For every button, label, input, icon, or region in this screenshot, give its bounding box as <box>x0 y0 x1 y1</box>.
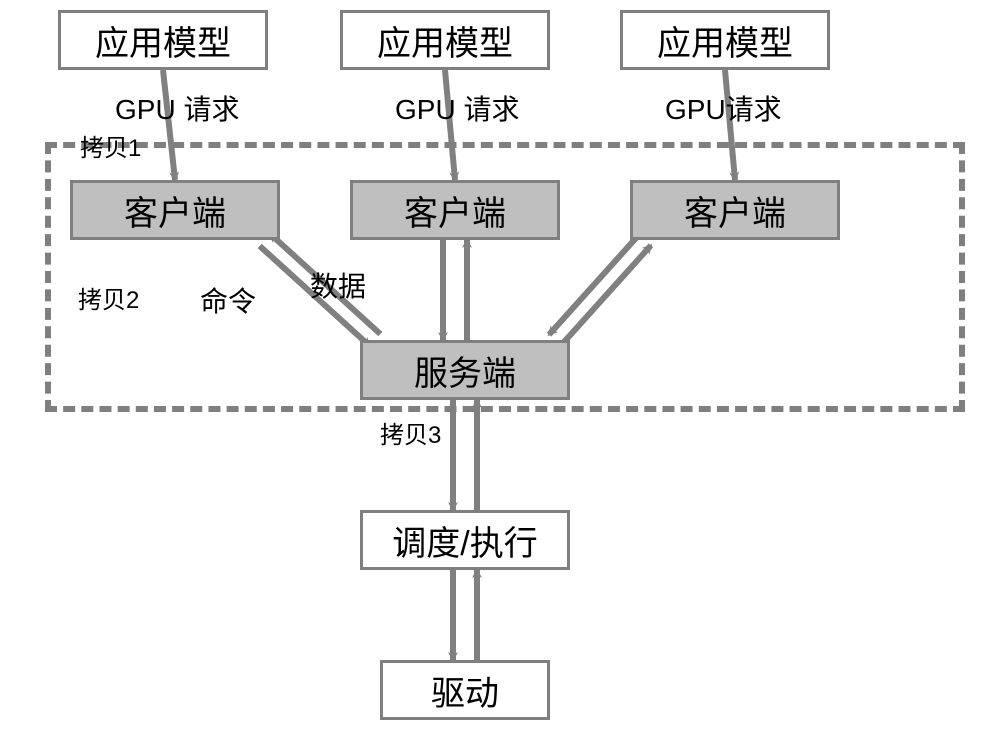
app-model-1: 应用模型 <box>58 10 268 70</box>
client-2-label: 客户端 <box>404 186 506 235</box>
server: 服务端 <box>360 340 570 400</box>
copy-2-label: 拷贝2 <box>78 280 139 315</box>
app-model-2-label: 应用模型 <box>377 16 513 65</box>
command-label: 命令 <box>200 280 256 320</box>
client-1: 客户端 <box>70 180 280 240</box>
gpu-request-2-label: GPU 请求 <box>395 88 519 128</box>
data-label: 数据 <box>310 265 366 305</box>
client-3: 客户端 <box>630 180 840 240</box>
client-2: 客户端 <box>350 180 560 240</box>
app-model-1-label: 应用模型 <box>95 16 231 65</box>
server-label: 服务端 <box>414 346 516 395</box>
app-model-3: 应用模型 <box>620 10 830 70</box>
app-model-2: 应用模型 <box>340 10 550 70</box>
driver-label: 驱动 <box>431 666 499 715</box>
copy-1-label: 拷贝1 <box>80 128 141 163</box>
scheduler: 调度/执行 <box>360 510 570 570</box>
gpu-request-1-label: GPU 请求 <box>115 88 239 128</box>
client-1-label: 客户端 <box>124 186 226 235</box>
scheduler-label: 调度/执行 <box>392 516 537 565</box>
gpu-request-3-label: GPU请求 <box>665 88 782 128</box>
driver: 驱动 <box>380 660 550 720</box>
copy-3-label: 拷贝3 <box>380 415 441 450</box>
app-model-3-label: 应用模型 <box>657 16 793 65</box>
client-3-label: 客户端 <box>684 186 786 235</box>
